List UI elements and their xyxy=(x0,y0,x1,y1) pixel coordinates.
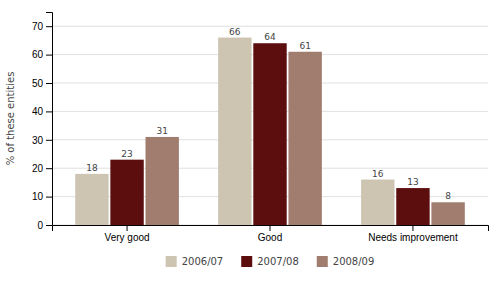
bar xyxy=(288,52,321,225)
y-tick-label: 10 xyxy=(32,191,44,202)
data-label: 8 xyxy=(445,191,451,201)
legend-label: 2008/09 xyxy=(333,256,375,267)
y-tick: 70 xyxy=(32,21,52,32)
bar xyxy=(431,202,464,225)
y-tick-mark xyxy=(46,26,52,27)
data-label: 16 xyxy=(372,169,384,179)
y-tick-mark xyxy=(46,55,52,56)
bar xyxy=(396,188,429,225)
y-tick: 30 xyxy=(32,135,52,146)
legend-item: 2008/09 xyxy=(317,256,375,267)
y-tick: 20 xyxy=(32,163,52,174)
y-axis-title: % of these entities xyxy=(5,72,16,166)
legend-label: 2006/07 xyxy=(182,256,224,267)
y-tick-mark xyxy=(46,83,52,84)
y-tick-mark xyxy=(46,197,52,198)
y-tick-label: 40 xyxy=(32,106,44,117)
y-tick-label: 30 xyxy=(32,135,44,146)
y-axis: 0 10 20 30 40 50 60 70 xyxy=(32,13,53,231)
bar xyxy=(146,137,179,225)
data-label: 66 xyxy=(229,27,241,37)
legend: 2006/07 2007/08 2008/09 xyxy=(166,256,375,267)
y-tick-label: 60 xyxy=(32,49,44,60)
data-label: 64 xyxy=(264,32,276,42)
plot: 18 66 16 23 64 13 31 61 8 Very good Good Needs impr… xyxy=(5,13,489,244)
y-tick-label: 70 xyxy=(32,21,44,32)
x-axis-line xyxy=(53,226,489,232)
x-tick-label: Good xyxy=(258,232,282,243)
y-tick-label: 20 xyxy=(32,163,44,174)
legend-swatch xyxy=(166,256,177,267)
legend-item: 2006/07 xyxy=(166,256,224,267)
data-labels: 18 66 16 23 64 13 31 61 8 xyxy=(86,27,451,202)
x-tick-mark xyxy=(127,225,128,231)
x-tick: Good xyxy=(258,225,282,243)
bar xyxy=(75,174,108,225)
x-tick: Needs improvement xyxy=(368,225,458,243)
y-tick: 40 xyxy=(32,106,52,117)
data-label: 13 xyxy=(407,177,418,187)
y-tick: 10 xyxy=(32,191,52,202)
legend-swatch xyxy=(241,256,252,267)
x-tick: Very good xyxy=(105,225,150,243)
legend-swatch xyxy=(317,256,328,267)
chart: 18 66 16 23 64 13 31 61 8 Very good Good Needs impr… xyxy=(0,0,500,281)
bar xyxy=(253,43,286,225)
grid xyxy=(52,26,488,225)
data-label: 61 xyxy=(299,41,310,51)
bar xyxy=(361,180,394,225)
data-label: 23 xyxy=(121,149,132,159)
legend-item: 2007/08 xyxy=(241,256,299,267)
y-tick-mark xyxy=(46,225,52,226)
data-label: 31 xyxy=(156,126,167,136)
y-tick: 60 xyxy=(32,49,52,60)
y-tick-mark xyxy=(46,168,52,169)
y-tick-label: 50 xyxy=(32,78,44,89)
x-tick-mark xyxy=(412,225,413,231)
y-tick: 50 xyxy=(32,78,52,89)
bar xyxy=(110,160,143,225)
legend-label: 2007/08 xyxy=(257,256,299,267)
data-label: 18 xyxy=(86,163,98,173)
bars xyxy=(75,38,465,225)
y-tick: 0 xyxy=(37,220,52,231)
y-tick-mark xyxy=(46,111,52,112)
y-axis-line xyxy=(46,13,53,226)
y-tick-mark xyxy=(46,140,52,141)
x-tick-label: Very good xyxy=(105,232,150,243)
x-tick-mark xyxy=(270,225,271,231)
x-tick-label: Needs improvement xyxy=(368,232,458,243)
bar xyxy=(218,38,251,225)
x-axis: Very good Good Needs improvement xyxy=(53,225,489,243)
grid-line xyxy=(52,26,488,27)
y-tick-label: 0 xyxy=(37,220,43,231)
